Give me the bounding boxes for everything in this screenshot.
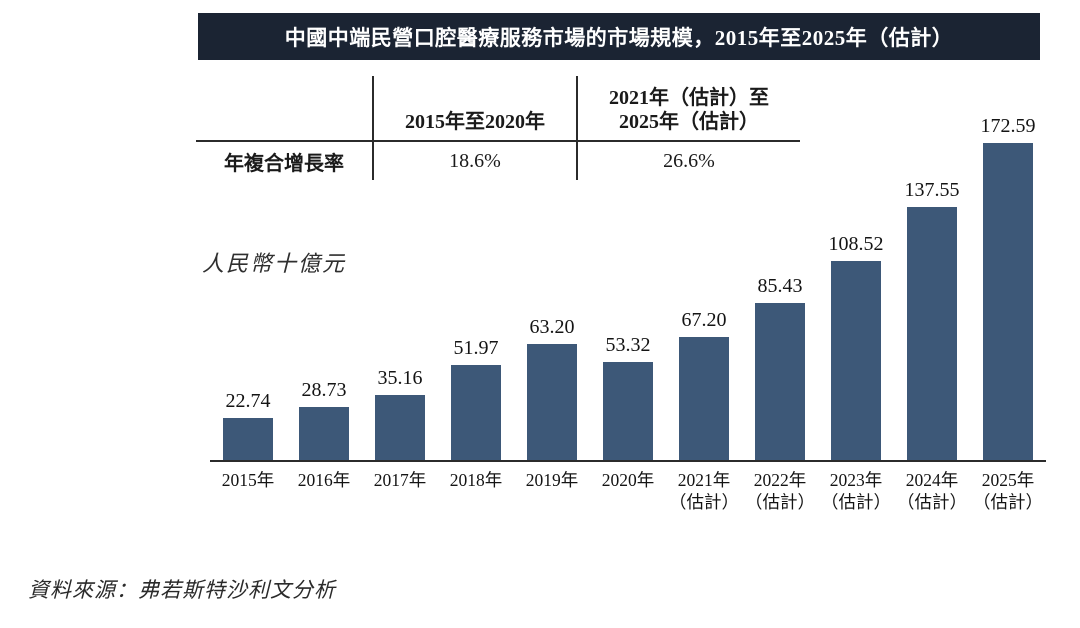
chart-title-banner: 中國中端民營口腔醫療服務市場的市場規模，2015年至2025年（估計） [198, 13, 1040, 60]
bar-group: 53.32 [590, 334, 666, 460]
cagr-col-header-2021-2025: 2021年（估計）至 2025年（估計） [576, 76, 800, 142]
cagr-table: 2015年至2020年 2021年（估計）至 2025年（估計） 年複合增長率 … [196, 76, 800, 180]
bar-value-label: 35.16 [377, 367, 423, 390]
bar-group: 22.74 [210, 390, 286, 460]
bar-group: 28.73 [286, 379, 362, 460]
bar-value-label: 22.74 [225, 390, 271, 413]
bar [603, 362, 653, 460]
bar [755, 303, 805, 460]
bar-group: 172.59 [970, 115, 1046, 460]
cagr-row-header: 年複合增長率 [224, 152, 344, 175]
bar-value-label: 137.55 [904, 179, 960, 202]
bars-row: 22.74 28.73 35.16 51.97 63.20 53.32 67.20 85.43… [210, 100, 1046, 462]
x-tick-label: 2023年 （估計） [821, 470, 891, 512]
cagr-corner-cell [196, 76, 373, 142]
bar-group: 85.43 [742, 275, 818, 460]
bar [375, 395, 425, 460]
bar-value-label: 108.52 [828, 232, 884, 255]
chart-title: 中國中端民營口腔醫療服務市場的市場規模，2015年至2025年（估計） [284, 25, 954, 50]
bar-group: 67.20 [666, 309, 742, 460]
bar-group: 108.52 [818, 233, 894, 460]
bar-value-label: 53.32 [605, 334, 651, 357]
x-tick-label: 2018年 [449, 470, 503, 490]
bar-group: 137.55 [894, 179, 970, 460]
cagr-value-2021-2025: 26.6% [576, 141, 800, 180]
x-ticks-row: 2015年 2016年 2017年 2018年 2019年 2020年 2021年 （估計）… [210, 469, 1046, 513]
bar [527, 343, 577, 460]
x-tick-label: 2020年 [601, 470, 655, 490]
bar-group: 51.97 [438, 336, 514, 460]
bar-value-label: 172.59 [980, 115, 1036, 137]
bar [679, 336, 729, 460]
cagr-data-row: 年複合增長率 18.6% 26.6% [196, 141, 800, 180]
x-tick-label: 2017年 [373, 470, 427, 490]
bar-value-label: 63.20 [529, 315, 575, 338]
x-tick-label: 2016年 [297, 470, 351, 490]
x-tick-label: 2025年 （估計） [973, 470, 1043, 512]
cagr-value-2015-2020: 18.6% [372, 141, 577, 180]
bar [907, 207, 957, 460]
bar [831, 260, 881, 460]
bar [223, 418, 273, 460]
bar-group: 63.20 [514, 316, 590, 460]
bar-value-label: 67.20 [681, 308, 727, 331]
bar-value-label: 28.73 [301, 379, 347, 402]
cagr-header-row: 2015年至2020年 2021年（估計）至 2025年（估計） [196, 76, 800, 142]
bar [299, 407, 349, 460]
x-tick-label: 2019年 [525, 470, 579, 490]
y-axis-unit-label: 人民幣十億元 [202, 251, 347, 276]
x-tick-label: 2022年 （估計） [745, 470, 815, 512]
bar-chart: 22.74 28.73 35.16 51.97 63.20 53.32 67.20 85.43… [210, 100, 1046, 462]
x-tick-label: 2015年 [221, 470, 275, 490]
bar-group: 35.16 [362, 367, 438, 460]
source-note: 資料來源：弗若斯特沙利文分析 [28, 578, 336, 602]
bar-value-label: 51.97 [453, 336, 499, 359]
cagr-col-header-2015-2020: 2015年至2020年 [372, 76, 577, 142]
x-tick-label: 2024年 （估計） [897, 470, 967, 512]
bar [451, 364, 501, 460]
bar [983, 143, 1033, 460]
x-tick-label: 2021年 （估計） [669, 470, 739, 512]
bar-value-label: 85.43 [757, 275, 803, 298]
